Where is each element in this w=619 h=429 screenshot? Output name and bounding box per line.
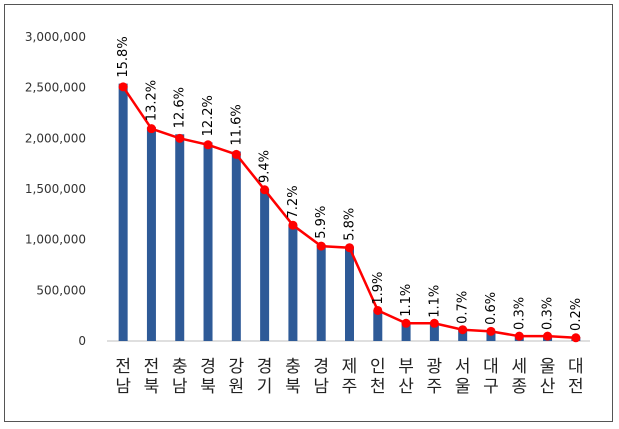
bar	[146, 127, 156, 341]
percent-labels: 15.8% 13.2% 12.6% 12.2% 11.6% 9.4% 7.2% 5.9% 5.8…	[116, 36, 584, 331]
category-label: 남	[115, 377, 131, 397]
category-label: 주	[342, 377, 358, 397]
line-point	[401, 318, 411, 328]
category-label: 남	[313, 377, 329, 397]
line-point	[316, 241, 326, 251]
category-label: 인	[370, 357, 386, 377]
y-tick-label: 2,000,000	[25, 131, 86, 145]
category-label: 북	[285, 377, 301, 397]
bar	[429, 323, 439, 341]
category-label: 울	[455, 377, 471, 397]
category-label: 광	[427, 357, 443, 377]
category-label: 남	[172, 377, 188, 397]
bar	[458, 329, 468, 341]
category-label: 부	[398, 357, 414, 377]
y-tick-label: 500,000	[36, 283, 86, 297]
line-point	[203, 140, 213, 150]
percent-label: 12.2%	[201, 95, 216, 136]
line-point	[231, 149, 241, 159]
percent-label: 11.6%	[229, 104, 244, 145]
percent-label: 15.8%	[116, 36, 131, 77]
line-point	[571, 333, 581, 343]
bar	[175, 134, 185, 341]
category-label: 천	[370, 377, 386, 397]
percent-label: 9.4%	[258, 150, 273, 183]
category-label: 북	[200, 377, 216, 397]
bar	[231, 151, 241, 341]
category-label: 전	[568, 377, 584, 397]
bar	[118, 83, 128, 341]
y-tick-label: 1,500,000	[25, 182, 86, 196]
bar	[401, 322, 411, 341]
bar	[316, 244, 326, 341]
category-label: 기	[257, 377, 273, 397]
percent-label: 0.7%	[456, 291, 471, 324]
category-label: 강	[229, 357, 245, 377]
line-series	[118, 82, 581, 343]
category-label: 경	[200, 357, 216, 377]
line-point	[458, 325, 468, 335]
line-point	[543, 331, 553, 341]
y-tick-label: 1,000,000	[25, 233, 86, 247]
line-point	[260, 185, 270, 195]
category-label: 종	[511, 377, 527, 397]
bar	[203, 142, 213, 341]
percent-label: 0.2%	[569, 298, 584, 331]
percent-label: 7.2%	[286, 185, 301, 218]
line-point	[118, 82, 128, 92]
category-label: 제	[342, 357, 358, 377]
bar	[288, 224, 298, 341]
percent-label: 5.8%	[343, 208, 358, 241]
category-label: 충	[172, 357, 188, 377]
category-label: 충	[285, 357, 301, 377]
bar	[373, 310, 383, 341]
percent-label: 0.3%	[541, 297, 556, 330]
line-point	[373, 305, 383, 315]
bar	[345, 246, 354, 341]
category-label: 서	[455, 357, 471, 377]
percent-label: 1.1%	[427, 285, 442, 318]
y-tick-label: 2,500,000	[25, 81, 86, 95]
category-label: 구	[483, 377, 499, 397]
percent-label: 0.6%	[484, 292, 499, 325]
category-label: 산	[540, 377, 556, 397]
line-point	[146, 124, 156, 134]
percent-label: 0.3%	[512, 297, 527, 330]
line-point	[345, 243, 354, 253]
category-label: 경	[257, 357, 273, 377]
category-label: 주	[427, 377, 443, 397]
category-label: 산	[398, 377, 414, 397]
category-label: 세	[511, 357, 527, 377]
category-label: 대	[568, 357, 584, 377]
y-tick-label: 3,000,000	[25, 30, 86, 44]
line-point	[514, 331, 524, 341]
line-point	[486, 326, 496, 336]
percent-label: 1.1%	[399, 284, 414, 317]
category-label: 전	[115, 357, 131, 377]
category-label: 대	[483, 357, 499, 377]
y-axis-ticks: 3,000,000 2,500,000 2,000,000 1,500,000 1,00…	[25, 30, 86, 348]
bar	[260, 189, 270, 341]
category-label: 북	[144, 377, 160, 397]
bar	[486, 330, 496, 341]
percent-label: 13.2%	[144, 80, 159, 121]
line-point	[288, 220, 298, 230]
line-point	[175, 133, 185, 143]
category-label: 원	[229, 377, 245, 397]
category-label: 전	[144, 357, 160, 377]
percent-label: 12.6%	[173, 87, 188, 128]
category-label: 울	[540, 357, 556, 377]
y-tick-label: 0	[78, 334, 86, 348]
line-point	[429, 318, 439, 328]
percent-label: 5.9%	[314, 206, 329, 239]
chart-frame	[4, 4, 613, 422]
category-label: 경	[313, 357, 329, 377]
percent-label: 1.9%	[371, 272, 386, 305]
